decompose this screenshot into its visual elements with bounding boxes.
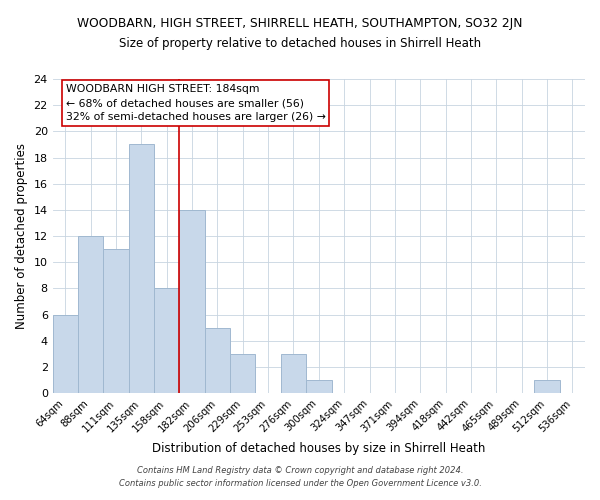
Text: WOODBARN, HIGH STREET, SHIRRELL HEATH, SOUTHAMPTON, SO32 2JN: WOODBARN, HIGH STREET, SHIRRELL HEATH, S… xyxy=(77,18,523,30)
Bar xyxy=(205,328,230,393)
Bar xyxy=(103,249,129,393)
Bar xyxy=(53,314,78,393)
X-axis label: Distribution of detached houses by size in Shirrell Heath: Distribution of detached houses by size … xyxy=(152,442,485,455)
Text: Contains HM Land Registry data © Crown copyright and database right 2024.
Contai: Contains HM Land Registry data © Crown c… xyxy=(119,466,481,487)
Bar xyxy=(154,288,179,393)
Bar xyxy=(535,380,560,393)
Bar xyxy=(281,354,306,393)
Text: WOODBARN HIGH STREET: 184sqm
← 68% of detached houses are smaller (56)
32% of se: WOODBARN HIGH STREET: 184sqm ← 68% of de… xyxy=(65,84,325,122)
Y-axis label: Number of detached properties: Number of detached properties xyxy=(15,143,28,329)
Bar xyxy=(78,236,103,393)
Bar xyxy=(179,210,205,393)
Bar xyxy=(306,380,332,393)
Bar xyxy=(129,144,154,393)
Bar xyxy=(230,354,256,393)
Text: Size of property relative to detached houses in Shirrell Heath: Size of property relative to detached ho… xyxy=(119,38,481,51)
